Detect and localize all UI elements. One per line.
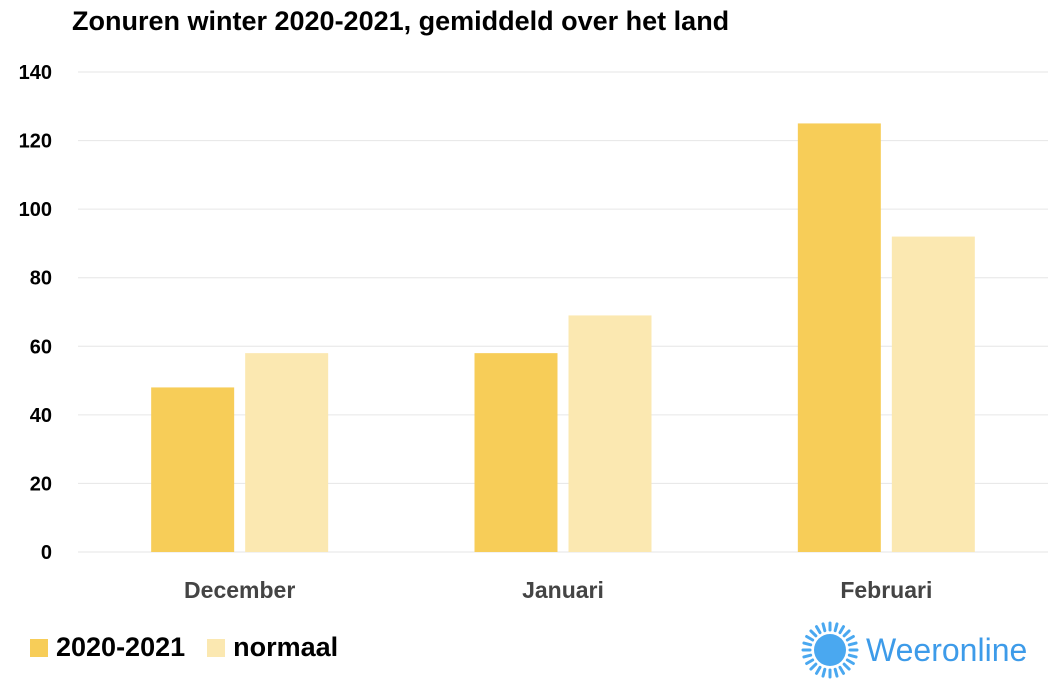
y-tick-label: 100 xyxy=(19,199,52,221)
bar-normaal-Februari xyxy=(891,236,975,553)
brand-logo: Weeronline xyxy=(800,620,1027,680)
bar-2020-2021-Februari xyxy=(797,123,881,552)
y-tick-label: 20 xyxy=(30,473,52,495)
y-tick-label: 60 xyxy=(30,336,52,358)
bars xyxy=(151,123,975,553)
y-tick-label: 140 xyxy=(19,62,52,84)
legend-item-series-2: normaal xyxy=(207,632,338,663)
x-tick-label: December xyxy=(184,577,295,603)
grid-lines xyxy=(78,71,1048,553)
x-axis-ticks: December Januari Februari xyxy=(184,577,932,603)
sun-logo-icon xyxy=(801,621,859,679)
legend-item-series-1: 2020-2021 xyxy=(30,632,185,663)
bar-2020-2021-December xyxy=(151,387,235,552)
legend: 2020-2021 normaal xyxy=(30,632,360,663)
y-axis-ticks: 0 20 40 60 80 100 120 140 xyxy=(19,62,52,564)
bar-normaal-Januari xyxy=(568,315,652,552)
legend-label-series-1: 2020-2021 xyxy=(56,632,186,662)
legend-swatch-series-2 xyxy=(207,638,226,657)
bar-2020-2021-Januari xyxy=(474,353,558,552)
legend-swatch-series-1 xyxy=(30,638,48,657)
chart-title: Zonuren winter 2020-2021, gemiddeld over… xyxy=(72,6,730,36)
bar-normaal-December xyxy=(245,353,329,552)
y-tick-label: 0 xyxy=(41,542,52,564)
y-tick-label: 40 xyxy=(30,405,52,427)
x-tick-label: Januari xyxy=(522,577,604,603)
legend-label-series-2: normaal xyxy=(233,632,339,662)
y-tick-label: 120 xyxy=(19,131,52,153)
brand-name: Weeronline xyxy=(866,631,1028,668)
x-tick-label: Februari xyxy=(840,577,932,603)
y-tick-label: 80 xyxy=(30,268,52,290)
bar-chart: 0 20 40 60 80 100 120 140 December Januari Februa… xyxy=(19,62,1048,603)
